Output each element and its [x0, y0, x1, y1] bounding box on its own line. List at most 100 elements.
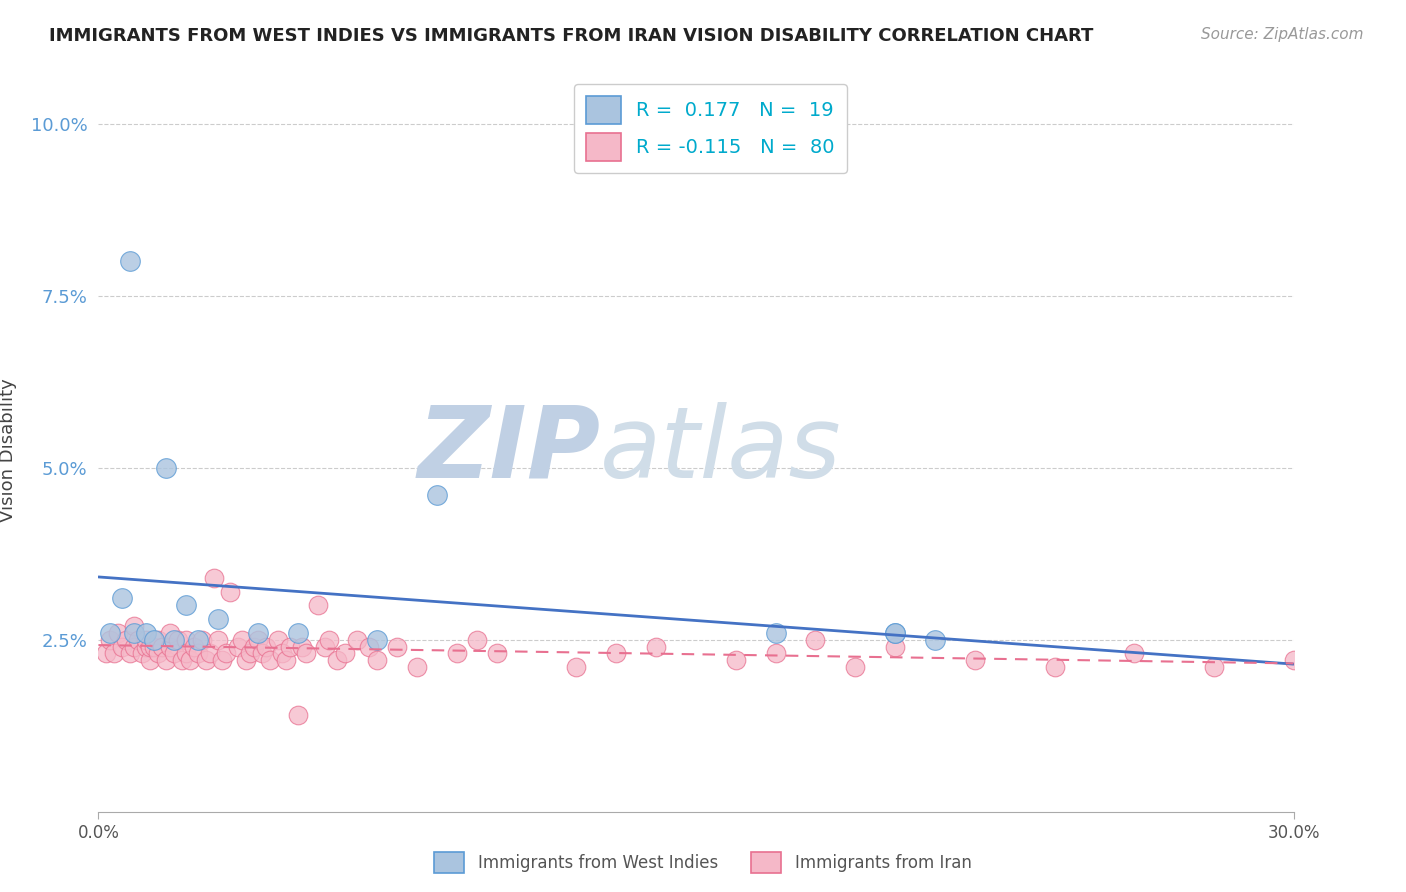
Point [159, 640, 181, 654]
Point [98, 625, 122, 640]
Legend: R =  0.177   N =  19, R = -0.115   N =  80: R = 0.177 N = 19, R = -0.115 N = 80 [574, 85, 846, 172]
Point [359, 640, 381, 654]
Point [135, 625, 157, 640]
Point [174, 647, 197, 661]
Point [366, 653, 388, 667]
Point [155, 460, 177, 475]
Point [111, 591, 134, 606]
Point [124, 619, 146, 633]
Point [167, 632, 190, 647]
Point [155, 653, 177, 667]
Point [287, 708, 309, 723]
Point [335, 647, 357, 661]
Point [884, 625, 907, 640]
Point [239, 647, 262, 661]
Point [485, 647, 508, 661]
Point [294, 647, 316, 661]
Point [645, 640, 668, 654]
Point [174, 632, 197, 647]
Point [246, 625, 269, 640]
Point [235, 653, 257, 667]
Point [267, 632, 290, 647]
Legend: Immigrants from West Indies, Immigrants from Iran: Immigrants from West Indies, Immigrants … [427, 846, 979, 880]
Point [207, 632, 229, 647]
Point [315, 640, 337, 654]
Point [124, 625, 146, 640]
Point [211, 653, 233, 667]
Point [884, 625, 907, 640]
Point [127, 632, 149, 647]
Point [406, 660, 429, 674]
Point [565, 660, 588, 674]
Point [804, 632, 827, 647]
Point [103, 647, 125, 661]
Point [148, 647, 170, 661]
Point [765, 625, 787, 640]
Point [198, 647, 221, 661]
Point [174, 599, 197, 613]
Point [246, 632, 269, 647]
Point [135, 640, 157, 654]
Point [278, 640, 301, 654]
Point [346, 632, 368, 647]
Point [844, 660, 866, 674]
Point [111, 640, 134, 654]
Point [202, 571, 225, 585]
Point [195, 653, 218, 667]
Point [159, 625, 181, 640]
Text: Source: ZipAtlas.com: Source: ZipAtlas.com [1201, 27, 1364, 42]
Point [1043, 660, 1066, 674]
Point [163, 632, 186, 647]
Point [139, 653, 162, 667]
Point [98, 632, 122, 647]
Point [724, 653, 747, 667]
Point [274, 653, 297, 667]
Point [963, 653, 986, 667]
Point [163, 647, 186, 661]
Point [131, 647, 153, 661]
Point [426, 488, 449, 502]
Point [243, 640, 266, 654]
Point [183, 640, 205, 654]
Point [150, 640, 173, 654]
Point [231, 632, 253, 647]
Point [270, 647, 292, 661]
Point [254, 640, 277, 654]
Point [884, 640, 907, 654]
Point [259, 653, 281, 667]
Point [179, 653, 201, 667]
Point [115, 632, 138, 647]
Y-axis label: Vision Disability: Vision Disability [0, 378, 17, 523]
Point [219, 584, 242, 599]
Point [385, 640, 409, 654]
Point [291, 640, 314, 654]
Point [250, 647, 273, 661]
Point [226, 640, 249, 654]
Point [318, 632, 340, 647]
Point [465, 632, 488, 647]
Text: ZIP: ZIP [418, 402, 600, 499]
Text: IMMIGRANTS FROM WEST INDIES VS IMMIGRANTS FROM IRAN VISION DISABILITY CORRELATIO: IMMIGRANTS FROM WEST INDIES VS IMMIGRANT… [49, 27, 1094, 45]
Point [148, 632, 170, 647]
Point [326, 653, 349, 667]
Point [307, 599, 329, 613]
Point [215, 647, 238, 661]
Point [446, 647, 468, 661]
Point [187, 647, 209, 661]
Point [143, 632, 166, 647]
Point [605, 647, 627, 661]
Point [124, 640, 146, 654]
Point [143, 640, 166, 654]
Point [107, 625, 129, 640]
Point [765, 647, 787, 661]
Point [1202, 660, 1225, 674]
Point [191, 632, 214, 647]
Point [924, 632, 946, 647]
Point [366, 632, 388, 647]
Point [120, 254, 142, 268]
Point [139, 640, 162, 654]
Point [135, 632, 157, 647]
Point [187, 632, 209, 647]
Point [1123, 647, 1146, 661]
Point [172, 653, 194, 667]
